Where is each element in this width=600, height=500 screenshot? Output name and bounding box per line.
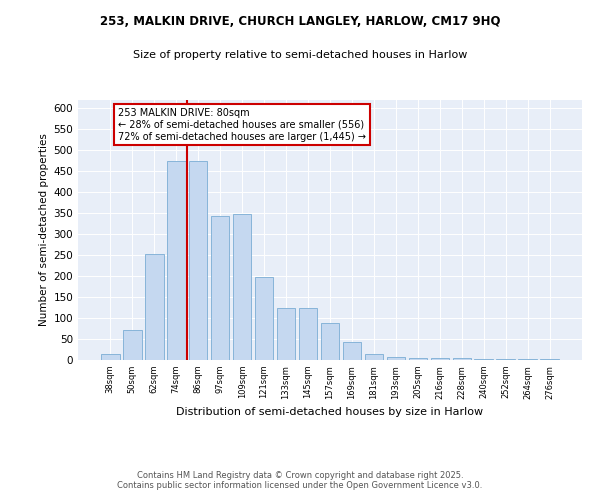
Bar [101,354,119,360]
Bar [365,354,383,360]
Bar [518,359,537,360]
Text: 253 MALKIN DRIVE: 80sqm
← 28% of semi-detached houses are smaller (556)
72% of s: 253 MALKIN DRIVE: 80sqm ← 28% of semi-de… [118,108,366,142]
Bar [409,358,427,360]
Bar [211,216,229,360]
Bar [475,358,493,360]
Bar [452,358,471,360]
Bar [386,356,405,360]
X-axis label: Distribution of semi-detached houses by size in Harlow: Distribution of semi-detached houses by … [176,407,484,417]
Bar [255,278,274,360]
Bar [541,358,559,360]
Text: Contains HM Land Registry data © Crown copyright and database right 2025.
Contai: Contains HM Land Registry data © Crown c… [118,470,482,490]
Bar [123,330,142,360]
Bar [496,359,515,360]
Bar [167,161,185,360]
Bar [233,214,251,360]
Y-axis label: Number of semi-detached properties: Number of semi-detached properties [39,134,49,326]
Bar [299,308,317,360]
Bar [189,161,208,360]
Bar [320,323,340,360]
Text: 253, MALKIN DRIVE, CHURCH LANGLEY, HARLOW, CM17 9HQ: 253, MALKIN DRIVE, CHURCH LANGLEY, HARLO… [100,15,500,28]
Bar [145,254,164,360]
Bar [277,308,295,360]
Text: Size of property relative to semi-detached houses in Harlow: Size of property relative to semi-detach… [133,50,467,60]
Bar [431,358,449,360]
Bar [343,342,361,360]
